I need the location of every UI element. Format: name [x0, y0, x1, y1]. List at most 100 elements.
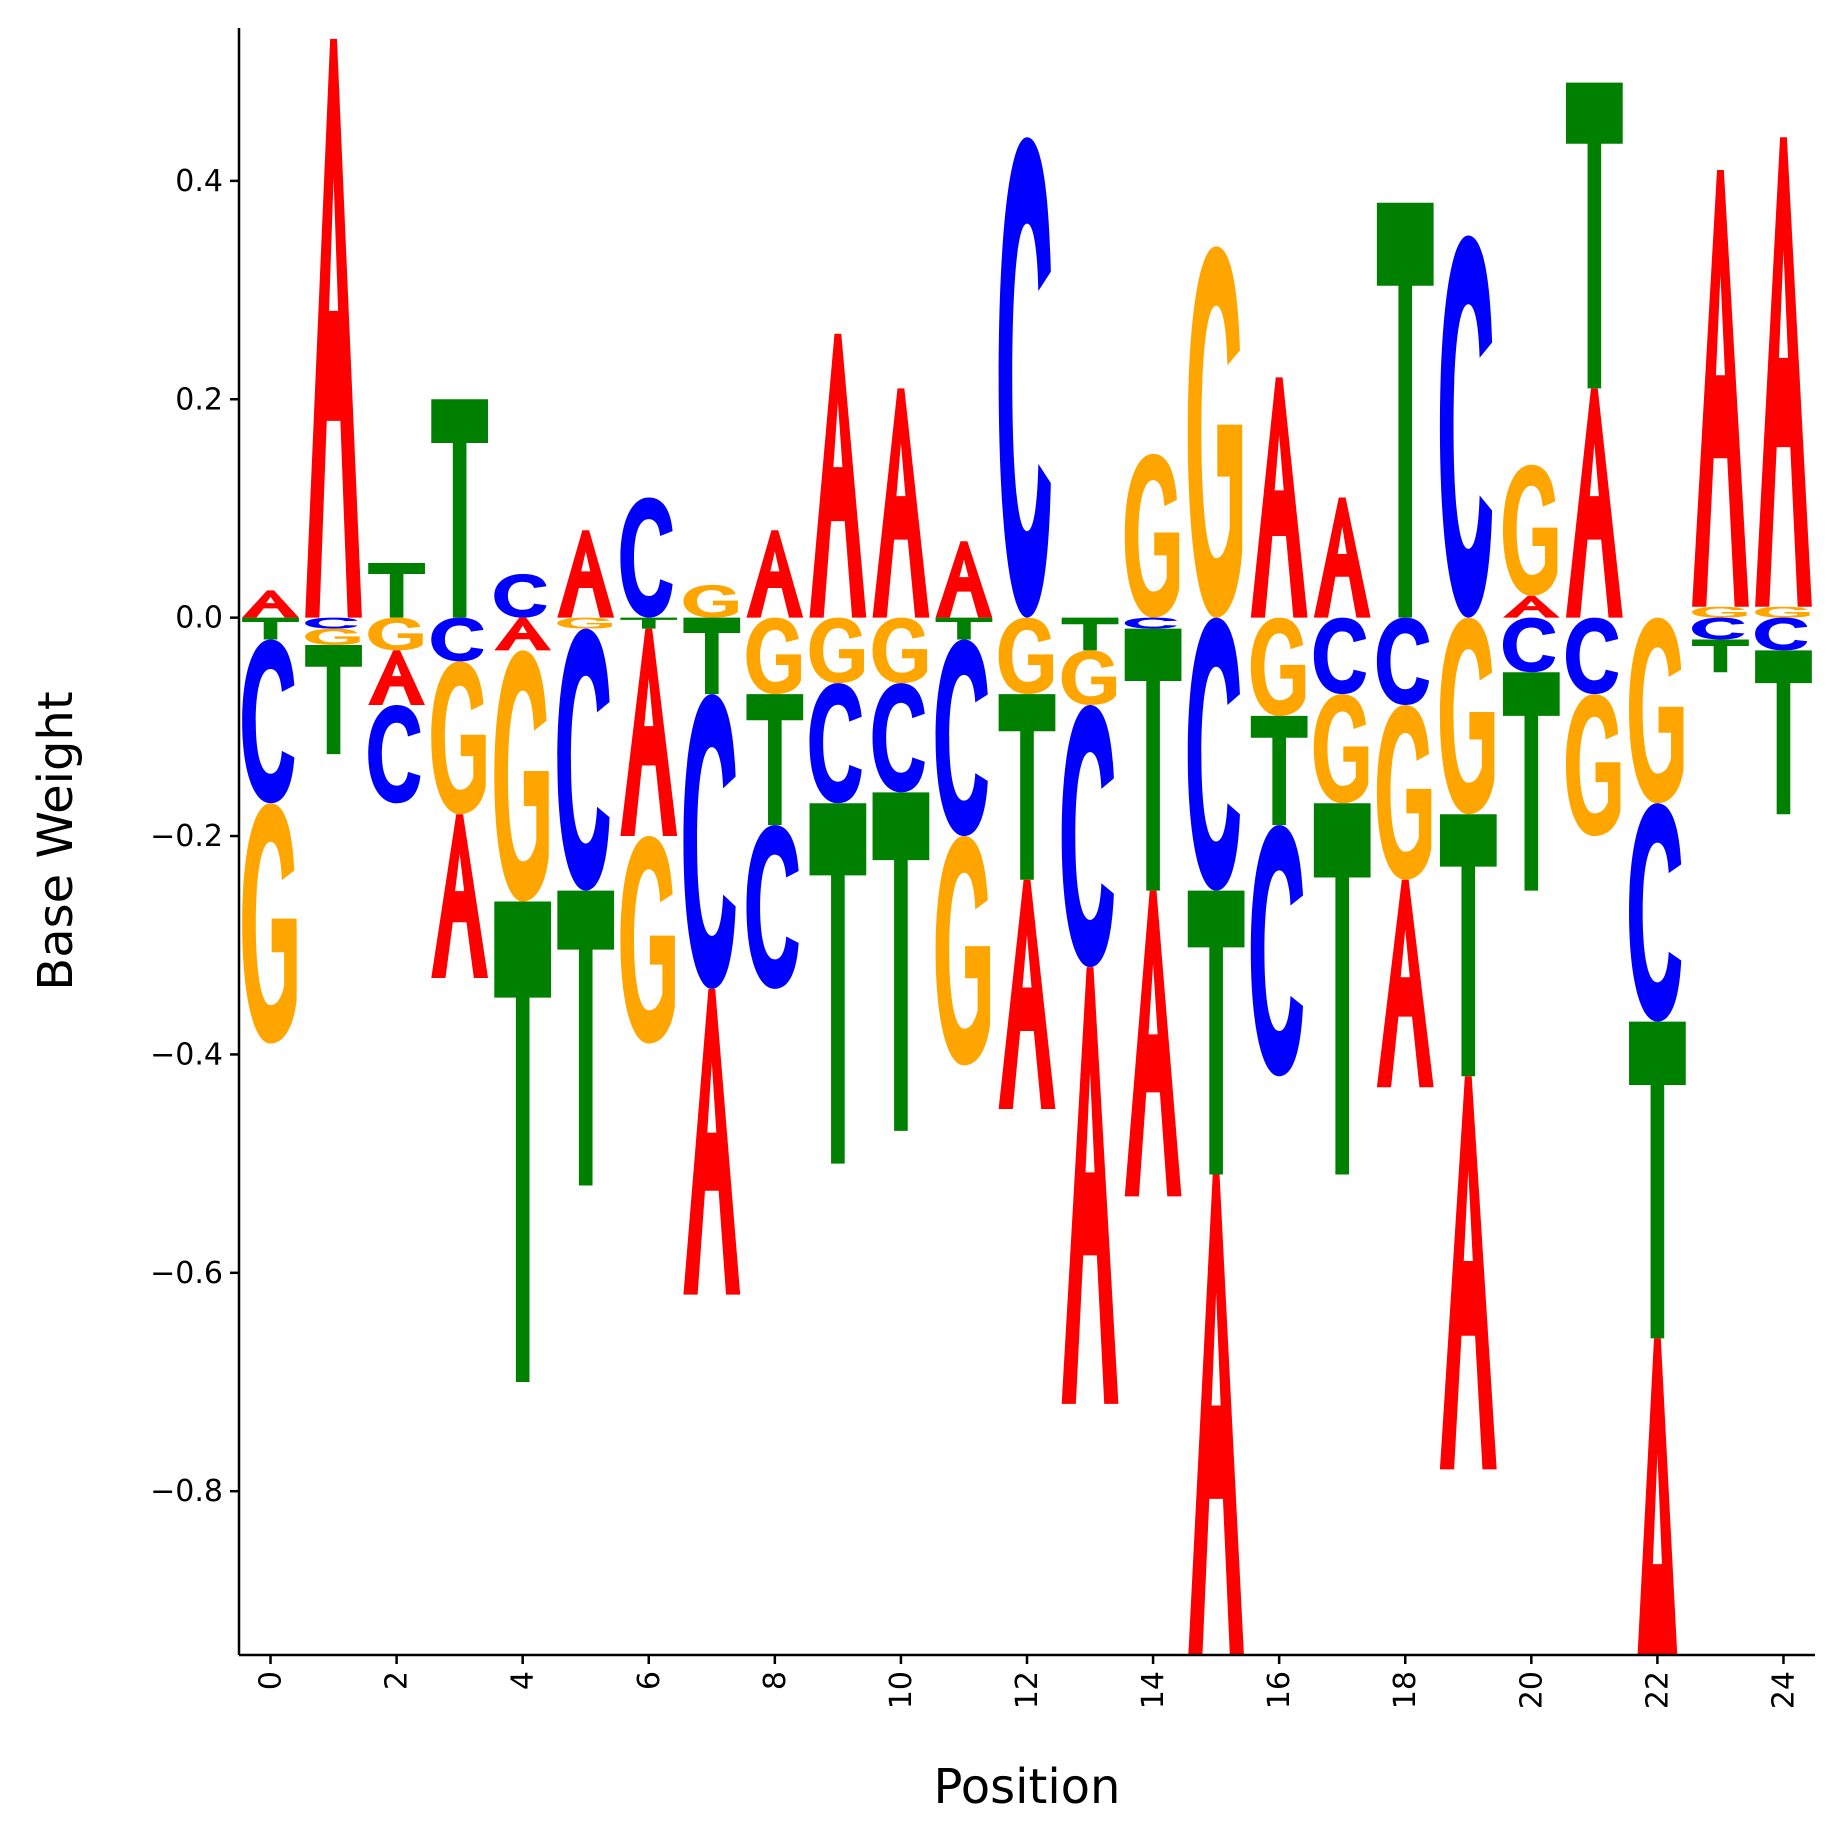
- logo-letter-t: [998, 694, 1056, 880]
- logo-letter-t: [683, 617, 741, 695]
- logo-letter-a: [1755, 137, 1812, 607]
- logo-letter-t: [1313, 803, 1371, 1175]
- logo-letter-a: [368, 650, 425, 706]
- logo-letter-a: [1376, 879, 1434, 1088]
- logo-letter-t: [1061, 617, 1119, 651]
- logo-letter-g: [1124, 453, 1180, 618]
- y-ticks: 0.4 0.2 0.0 −0.2 −0.4 −0.6 −0.8: [150, 164, 239, 1509]
- logo-letter-t: [620, 617, 678, 629]
- logo-letter-t: [1250, 715, 1308, 826]
- logo-letter-g: [368, 617, 423, 651]
- logo-letter-c: [1124, 617, 1177, 629]
- logo-letter-g: [1187, 246, 1243, 618]
- x-tick-label: 2: [380, 1671, 415, 1690]
- logo-letter-t: [1565, 82, 1623, 389]
- x-tick-label: 0: [254, 1671, 289, 1690]
- logo-letter-c: [998, 137, 1051, 618]
- logo-letter-c: [1692, 617, 1745, 640]
- logo-letter-t: [1502, 672, 1560, 891]
- logo-letter-g: [494, 650, 549, 902]
- logo-letter-c: [242, 639, 295, 804]
- x-tick-label: 10: [884, 1671, 919, 1709]
- y-tick-label: −0.2: [150, 819, 223, 854]
- logo-letter-t: [368, 563, 425, 618]
- logo-letter-g: [1565, 694, 1621, 837]
- logo-letter-c: [1755, 617, 1808, 651]
- logo-letter-c: [1439, 235, 1493, 618]
- x-axis-label: Position: [934, 1759, 1121, 1815]
- logo-letter-t: [1629, 1021, 1686, 1339]
- logo-letter-g: [935, 836, 991, 1066]
- logo-letter-c: [683, 694, 736, 989]
- logo-letter-c: [1061, 705, 1114, 968]
- logo-letter-c: [1313, 617, 1367, 695]
- x-tick-label: 24: [1766, 1671, 1801, 1709]
- logo-letter-a: [494, 617, 552, 651]
- x-tick-label: 18: [1388, 1671, 1423, 1709]
- y-axis-label: Base Weight: [28, 691, 84, 990]
- x-tick-label: 16: [1262, 1671, 1297, 1709]
- logo-letter-c: [809, 683, 862, 804]
- logo-letter-g: [746, 617, 801, 695]
- logo-letter-a: [1502, 595, 1560, 618]
- logo-letter-g: [1313, 694, 1369, 804]
- logo-letter-t: [494, 901, 552, 1383]
- logo-letter-t: [872, 792, 930, 1131]
- logo-letter-g: [305, 628, 360, 645]
- logo-letter-a: [431, 814, 489, 978]
- logo-letter-a: [809, 333, 867, 618]
- logo-letter-c: [620, 497, 673, 618]
- logo-letter-t: [1376, 202, 1434, 618]
- logo-letter-t: [305, 644, 362, 755]
- logo-letter-a: [1061, 967, 1119, 1404]
- logo-letter-g: [1629, 617, 1684, 804]
- logo-letter-g: [683, 584, 738, 618]
- logo-letter-g: [1692, 606, 1747, 618]
- logo-letter-g: [872, 617, 928, 684]
- logo-letter-a: [242, 590, 299, 618]
- y-tick-label: −0.8: [150, 1474, 223, 1509]
- x-ticks: 0 2 4 6 8 10 12 14 16 18 20 22 24: [254, 1655, 1801, 1709]
- logo-letter-a: [872, 388, 930, 618]
- logo-letter-c: [1187, 617, 1240, 891]
- logo-letter-a: [683, 988, 741, 1295]
- logo-letter-g: [1376, 705, 1432, 880]
- y-tick-label: −0.6: [150, 1256, 223, 1291]
- logo-letter-t: [242, 617, 299, 640]
- logo-letter-c: [494, 573, 547, 618]
- logo-letter-a: [935, 541, 993, 618]
- logo-letter-c: [431, 617, 484, 662]
- logo-letter-a: [998, 879, 1056, 1110]
- logo-letter-g: [1755, 606, 1810, 618]
- y-tick-label: 0.4: [175, 164, 223, 199]
- logo-letters: [242, 38, 1812, 1655]
- logo-letter-c: [368, 705, 421, 804]
- logo-letter-c: [305, 617, 358, 629]
- x-tick-label: 22: [1640, 1671, 1675, 1709]
- logo-letter-t: [746, 694, 804, 826]
- logo-letter-c: [1629, 803, 1682, 1022]
- logo-letter-a: [746, 530, 804, 618]
- logo-letter-a: [620, 628, 678, 837]
- logo-letter-t: [935, 617, 993, 640]
- logo-letter-g: [557, 617, 612, 629]
- logo-letter-g: [1250, 617, 1306, 716]
- logo-letter-c: [746, 825, 799, 989]
- logo-letter-t: [557, 890, 615, 1186]
- logo-letter-c: [1250, 825, 1303, 1077]
- logo-letter-c: [1565, 617, 1619, 695]
- logo-letter-c: [1376, 617, 1430, 706]
- logo-letter-t: [1692, 639, 1749, 673]
- logo-letter-t: [1124, 628, 1182, 891]
- logo-letter-t: [431, 399, 489, 618]
- logo-letter-c: [1502, 617, 1556, 673]
- logo-letter-a: [1188, 1174, 1244, 1655]
- y-tick-label: −0.4: [150, 1037, 223, 1072]
- y-tick-label: 0.0: [175, 601, 223, 636]
- logo-letter-g: [1061, 650, 1117, 706]
- logo-letter-a: [305, 38, 362, 618]
- logo-letter-g: [1502, 464, 1558, 596]
- logo-letter-a: [1124, 890, 1182, 1197]
- y-tick-label: 0.2: [175, 382, 223, 417]
